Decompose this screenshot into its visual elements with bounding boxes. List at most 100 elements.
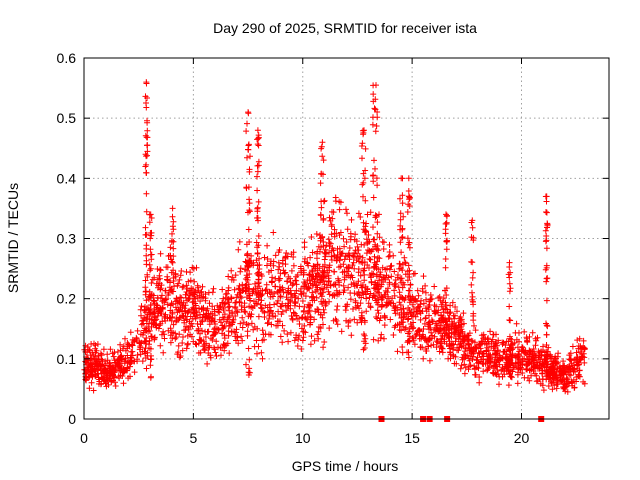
data-point xyxy=(405,349,412,356)
data-point xyxy=(245,141,252,148)
data-point xyxy=(433,303,440,310)
data-point xyxy=(450,351,456,358)
data-point xyxy=(146,315,153,322)
data-point xyxy=(372,281,378,288)
data-point xyxy=(329,292,336,299)
data-point xyxy=(524,355,531,362)
data-point xyxy=(438,303,445,310)
data-point xyxy=(543,245,550,252)
data-point xyxy=(298,314,305,321)
data-point xyxy=(368,278,375,285)
data-point xyxy=(391,292,398,299)
data-point xyxy=(406,244,413,251)
data-point xyxy=(88,379,95,386)
data-point xyxy=(401,254,408,261)
data-point xyxy=(489,336,496,343)
data-point xyxy=(490,364,497,370)
data-point xyxy=(394,348,401,355)
data-point xyxy=(396,320,403,327)
data-point xyxy=(345,319,352,326)
data-point xyxy=(255,132,262,139)
data-point xyxy=(331,253,338,260)
data-point xyxy=(283,250,290,256)
data-point xyxy=(250,326,257,333)
data-point xyxy=(170,321,177,328)
data-point xyxy=(336,206,343,213)
data-point xyxy=(119,373,126,379)
data-point xyxy=(468,258,475,265)
data-point xyxy=(423,296,429,303)
data-point xyxy=(170,253,177,260)
data-point xyxy=(247,153,253,160)
data-point xyxy=(198,288,205,295)
data-point xyxy=(539,382,546,389)
data-point xyxy=(404,277,411,284)
data-point xyxy=(443,246,450,253)
data-point xyxy=(307,254,314,261)
data-point xyxy=(319,234,326,241)
data-point xyxy=(264,256,271,262)
data-point xyxy=(370,91,377,98)
data-point xyxy=(435,318,442,325)
data-point xyxy=(149,276,156,283)
data-point xyxy=(293,334,299,341)
data-point xyxy=(116,367,122,374)
data-point xyxy=(272,252,279,259)
data-point xyxy=(218,319,224,326)
data-point xyxy=(151,298,158,305)
data-point xyxy=(265,269,272,275)
data-point xyxy=(376,211,382,218)
data-point xyxy=(284,289,290,296)
data-point xyxy=(255,280,262,287)
data-point xyxy=(304,259,311,266)
data-point xyxy=(275,266,282,273)
data-point xyxy=(444,324,451,331)
y-tick-label: 0.2 xyxy=(57,291,77,307)
data-point xyxy=(152,321,159,328)
data-point xyxy=(264,262,270,269)
data-point xyxy=(362,291,369,298)
data-point xyxy=(264,242,271,249)
data-point xyxy=(328,231,335,238)
data-point xyxy=(419,344,426,351)
data-point xyxy=(144,127,151,134)
data-point xyxy=(553,379,560,386)
data-point xyxy=(122,355,129,362)
data-point xyxy=(192,302,199,309)
data-point xyxy=(579,345,585,351)
data-point xyxy=(225,314,232,321)
data-point xyxy=(263,286,270,293)
data-point xyxy=(92,353,99,360)
data-point xyxy=(245,146,252,153)
data-point xyxy=(232,299,239,306)
data-point xyxy=(542,227,549,234)
data-point xyxy=(86,385,93,392)
data-point xyxy=(111,368,118,375)
data-point xyxy=(374,307,381,314)
data-point xyxy=(108,378,115,385)
data-point xyxy=(370,98,377,105)
data-point xyxy=(170,301,176,308)
data-point xyxy=(449,299,456,306)
data-point xyxy=(362,228,369,235)
data-point xyxy=(400,213,407,220)
data-point xyxy=(436,348,443,355)
data-point xyxy=(407,321,414,327)
data-point xyxy=(438,319,445,326)
data-point xyxy=(213,353,220,359)
y-tick-label: 0.6 xyxy=(57,50,77,66)
data-point xyxy=(339,269,346,276)
data-point xyxy=(151,336,158,343)
data-point xyxy=(406,338,413,345)
data-point xyxy=(428,335,435,342)
data-point xyxy=(275,259,282,266)
data-point xyxy=(411,341,418,348)
data-point xyxy=(221,342,228,349)
data-point xyxy=(248,320,255,327)
data-point xyxy=(435,309,441,316)
data-point xyxy=(169,230,175,237)
data-point xyxy=(461,332,468,339)
data-point xyxy=(458,343,465,350)
data-point xyxy=(576,367,583,374)
data-point xyxy=(234,309,241,316)
